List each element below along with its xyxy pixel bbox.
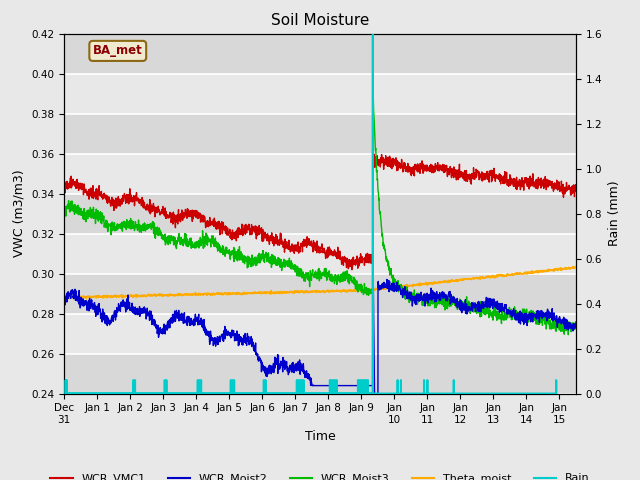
Bar [64,234,576,274]
Bar [64,73,576,114]
Y-axis label: Rain (mm): Rain (mm) [608,181,621,246]
Bar [64,354,576,394]
Bar [64,154,576,193]
Bar [64,114,576,154]
Bar [64,274,576,313]
Text: BA_met: BA_met [93,44,143,58]
Bar [64,34,576,73]
Y-axis label: VWC (m3/m3): VWC (m3/m3) [13,170,26,257]
Bar [64,193,576,234]
X-axis label: Time: Time [305,431,335,444]
Legend: WCR_VMC1, WCR_Moist2, WCR_Moist3, Theta_moist, Rain: WCR_VMC1, WCR_Moist2, WCR_Moist3, Theta_… [46,469,594,480]
Bar [64,313,576,354]
Title: Soil Moisture: Soil Moisture [271,13,369,28]
